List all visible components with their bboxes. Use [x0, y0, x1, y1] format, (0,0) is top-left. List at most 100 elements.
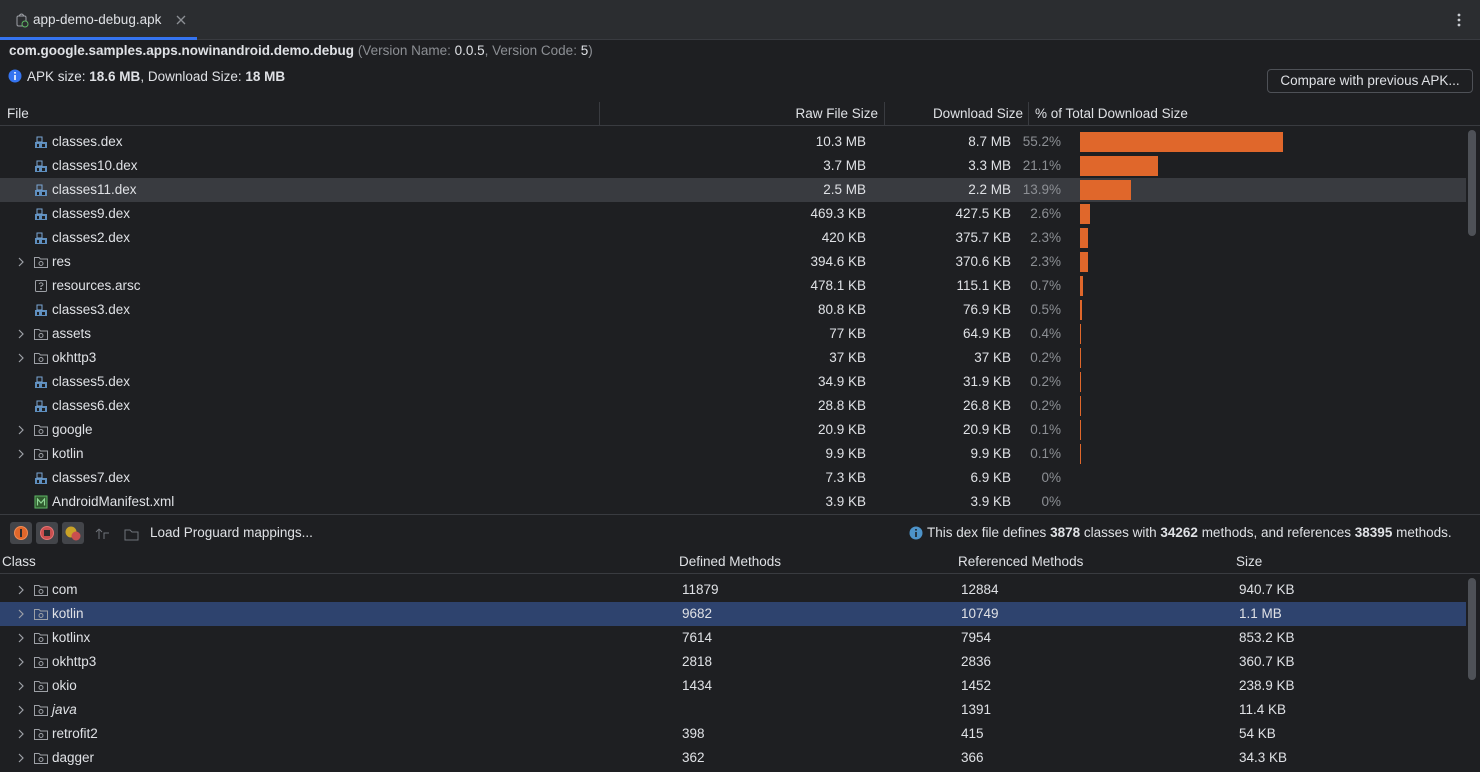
column-header[interactable]: % of Total Download Size — [1035, 106, 1188, 121]
expand-arrow — [18, 449, 24, 459]
raw-size: 34.9 KB — [817, 374, 866, 389]
referenced-methods: 1391 — [961, 702, 992, 717]
percent-label: 0.1% — [1030, 422, 1061, 437]
expand-arrow — [18, 329, 24, 339]
raw-size: 10.3 MB — [815, 134, 866, 149]
package-icon — [34, 681, 48, 692]
file-row[interactable]: classes.dex 10.3 MB 8.7 MB 55.2% — [0, 130, 1466, 154]
version-text: ) — [588, 43, 593, 58]
expand-arrow — [18, 633, 24, 643]
class-row[interactable]: com 11879 12884 940.7 KB — [0, 578, 1466, 602]
class-size: 11.4 KB — [1239, 702, 1287, 717]
raw-size: 3.7 MB — [823, 158, 866, 173]
file-name: AndroidManifest.xml — [52, 494, 175, 509]
version-name: 0.0.5 — [454, 43, 485, 58]
class-name: com — [52, 582, 78, 597]
file-row[interactable]: classes5.dex 34.9 KB 31.9 KB 0.2% — [0, 370, 1466, 394]
file-row[interactable]: classes11.dex 2.5 MB 2.2 MB 13.9% — [0, 178, 1466, 202]
raw-size: 37 KB — [829, 350, 866, 365]
file-name: classes2.dex — [52, 230, 131, 245]
file-name: classes5.dex — [52, 374, 131, 389]
file-row[interactable]: res 394.6 KB 370.6 KB 2.3% — [0, 250, 1466, 274]
percent-label: 21.1% — [1022, 158, 1061, 173]
column-header[interactable]: Raw File Size — [795, 106, 878, 121]
raw-size: 80.8 KB — [817, 302, 866, 317]
more-menu[interactable] — [1455, 12, 1463, 28]
tab-underline — [0, 37, 197, 40]
file-row[interactable]: AndroidManifest.xml 3.9 KB 3.9 KB 0% — [0, 490, 1466, 514]
file-row[interactable]: assets 77 KB 64.9 KB 0.4% — [0, 322, 1466, 346]
percent-label: 55.2% — [1022, 134, 1061, 149]
info-text: methods, and references — [1197, 525, 1355, 540]
info-text: classes with — [1080, 525, 1161, 540]
column-header[interactable]: Referenced Methods — [958, 554, 1084, 569]
compare-button[interactable]: Compare with previous APK... — [1267, 69, 1473, 93]
file-name: classes9.dex — [52, 206, 131, 221]
file-row[interactable]: google 20.9 KB 20.9 KB 0.1% — [0, 418, 1466, 442]
column-header[interactable]: File — [7, 106, 29, 121]
raw-size: 3.9 KB — [825, 494, 866, 509]
version-text: (Version Name: — [357, 43, 455, 58]
class-size: 54 KB — [1239, 726, 1276, 741]
file-row[interactable]: kotlin 9.9 KB 9.9 KB 0.1% — [0, 442, 1466, 466]
class-row[interactable]: okio 1434 1452 238.9 KB — [0, 674, 1466, 698]
class-name: okio — [52, 678, 77, 693]
file-row[interactable]: classes10.dex 3.7 MB 3.3 MB 21.1% — [0, 154, 1466, 178]
file-row[interactable]: classes2.dex 420 KB 375.7 KB 2.3% — [0, 226, 1466, 250]
dex-icon — [35, 304, 47, 316]
column-header[interactable]: Download Size — [932, 106, 1023, 121]
load-mappings-button[interactable]: Load Proguard mappings... — [150, 525, 313, 540]
package-name: com.google.samples.apps.nowinandroid.dem… — [9, 43, 355, 58]
file-name: classes10.dex — [52, 158, 138, 173]
percent-label: 0.4% — [1030, 326, 1061, 341]
class-row[interactable]: kotlinx 7614 7954 853.2 KB — [0, 626, 1466, 650]
column-header[interactable]: Defined Methods — [679, 554, 782, 569]
tab-close[interactable] — [176, 15, 186, 25]
expand-arrow — [18, 257, 24, 267]
referenced-methods: 7954 — [961, 630, 992, 645]
raw-size: 420 KB — [821, 230, 866, 245]
size-line: APK size: 18.6 MB, Download Size: 18 MB — [27, 69, 285, 84]
expand-arrow — [18, 353, 24, 363]
download-size: 20.9 KB — [962, 422, 1011, 437]
info-icon — [8, 69, 22, 83]
file-row[interactable]: classes6.dex 28.8 KB 26.8 KB 0.2% — [0, 394, 1466, 418]
column-header[interactable]: Class — [2, 554, 36, 569]
class-table-header: Class Defined Methods Referenced Methods Si… — [0, 550, 1480, 574]
class-row[interactable]: okhttp3 2818 2836 360.7 KB — [0, 650, 1466, 674]
raw-size: 2.5 MB — [823, 182, 866, 197]
download-size: 2.2 MB — [968, 182, 1011, 197]
file-name: classes.dex — [52, 134, 123, 149]
download-size: 18 MB — [245, 69, 286, 84]
percent-label: 2.3% — [1030, 230, 1061, 245]
percent-label: 0.2% — [1030, 398, 1061, 413]
percent-label: 0.2% — [1030, 374, 1061, 389]
file-row[interactable]: okhttp3 37 KB 37 KB 0.2% — [0, 346, 1466, 370]
package-line: com.google.samples.apps.nowinandroid.dem… — [9, 43, 593, 58]
class-row[interactable]: kotlin 9682 10749 1.1 MB — [0, 602, 1466, 626]
file-icon — [35, 280, 47, 292]
expand-arrow — [18, 609, 24, 619]
expand-arrow — [18, 681, 24, 691]
defined-methods: 11879 — [682, 582, 719, 597]
class-row[interactable]: retrofit2 398 415 54 KB — [0, 722, 1466, 746]
class-row[interactable]: java 1391 11.4 KB — [0, 698, 1466, 722]
download-size: 9.9 KB — [970, 446, 1011, 461]
download-size: 115.1 KB — [956, 278, 1011, 293]
toolbar-icons[interactable] — [9, 522, 139, 544]
file-row[interactable]: classes7.dex 7.3 KB 6.9 KB 0% — [0, 466, 1466, 490]
file-row[interactable]: classes3.dex 80.8 KB 76.9 KB 0.5% — [0, 298, 1466, 322]
column-separator — [599, 102, 600, 126]
file-row[interactable]: resources.arsc 478.1 KB 115.1 KB 0.7% — [0, 274, 1466, 298]
scrollbar — [1468, 130, 1476, 236]
tab-title[interactable]: app-demo-debug.apk — [33, 12, 162, 27]
version-text: , Version Code: — [484, 43, 581, 58]
percent-label: 0.1% — [1030, 446, 1061, 461]
class-name: okhttp3 — [52, 654, 97, 669]
percent-bar — [1080, 372, 1081, 392]
column-header[interactable]: Size — [1236, 554, 1263, 569]
class-row[interactable]: dagger 362 366 34.3 KB — [0, 746, 1466, 770]
file-row[interactable]: classes9.dex 469.3 KB 427.5 KB 2.6% — [0, 202, 1466, 226]
percent-bar — [1080, 156, 1158, 176]
expand-arrow — [18, 729, 24, 739]
